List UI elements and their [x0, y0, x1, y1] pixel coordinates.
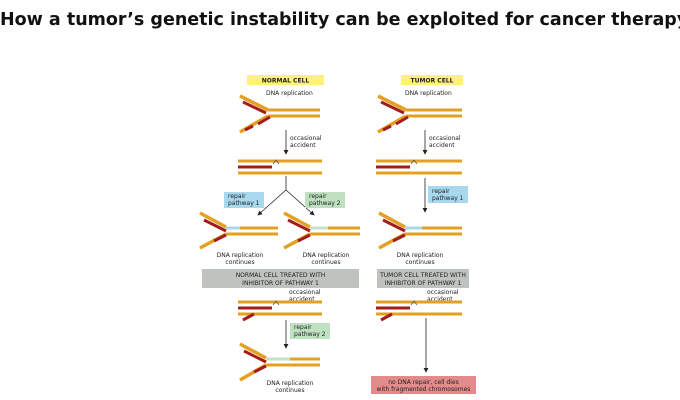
normal-treated-broken-fork — [238, 300, 322, 322]
tumor-pathway1-box — [428, 186, 468, 203]
normal-continues-left-line1: DNA replication — [217, 252, 264, 259]
tumor-repaired-fork — [378, 211, 462, 250]
normal-pathway1-line2: pathway 1 — [228, 200, 260, 207]
split-arrow-left — [257, 189, 287, 216]
normal-treated-header-line1: NORMAL CELL TREATED WITH — [236, 272, 326, 279]
tumor-treated-header-box — [377, 269, 469, 288]
normal-treated-pathway2-line1: repair — [294, 324, 312, 331]
normal-replication-fork-1 — [239, 94, 320, 134]
tumor-broken-fork — [376, 159, 462, 175]
normal-continues-right-line2: continues — [311, 259, 340, 266]
normal-continues-right-line1: DNA replication — [303, 252, 350, 259]
normal-pathway1-box — [224, 192, 264, 208]
normal-pathway2-line1: repair — [309, 193, 327, 200]
normal-replication-label: DNA replication — [266, 90, 313, 97]
tumor-treated-header-line2: INHIBITOR OF PATHWAY 1 — [385, 280, 462, 287]
page-title: How a tumor’s genetic instability can be… — [0, 10, 680, 30]
normal-treated-accident-line2: accident — [289, 296, 315, 303]
normal-pathway2-box — [305, 192, 345, 208]
normal-pathway1-line1: repair — [228, 193, 246, 200]
tumor-continues-line1: DNA replication — [397, 252, 444, 259]
normal-treated-continues-line1: DNA replication — [267, 380, 314, 387]
split-arrow-right — [285, 189, 315, 216]
normal-treated-header-box — [202, 269, 359, 288]
normal-cell-header: NORMAL CELL — [262, 78, 310, 85]
normal-repaired-fork-right — [283, 211, 360, 250]
normal-accident-line1: occasional — [290, 135, 322, 142]
tumor-treated-accident-line1: occasional — [427, 289, 459, 296]
tumor-treated-accident-line2: accident — [427, 296, 453, 303]
tumor-accident-line2: accident — [429, 142, 455, 149]
normal-treated-accident-line1: occasional — [289, 289, 321, 296]
tumor-pathway1-line2: pathway 1 — [432, 195, 464, 202]
normal-repaired-fork-left — [199, 211, 278, 250]
tumor-cell-header: TUMOR CELL — [411, 78, 454, 85]
normal-treated-header-line2: INHIBITOR OF PATHWAY 1 — [242, 280, 319, 287]
tumor-replication-fork-1 — [377, 94, 462, 134]
normal-treated-repaired-fork — [239, 342, 320, 382]
tumor-death-box — [371, 376, 476, 394]
normal-cell-header-box — [247, 75, 324, 85]
tumor-treated-broken-fork — [376, 300, 462, 322]
normal-treated-pathway2-box — [290, 323, 330, 339]
normal-broken-fork — [238, 159, 322, 175]
tumor-replication-label: DNA replication — [405, 90, 452, 97]
normal-pathway2-line2: pathway 2 — [309, 200, 341, 207]
normal-accident-line2: accident — [290, 142, 316, 149]
tumor-treated-header-line1: TUMOR CELL TREATED WITH — [379, 272, 466, 279]
tumor-cell-header-box — [401, 75, 463, 85]
normal-continues-left-line2: continues — [225, 259, 254, 266]
normal-treated-pathway2-line2: pathway 2 — [294, 331, 326, 338]
tumor-accident-line1: occasional — [429, 135, 461, 142]
tumor-pathway1-line1: repair — [432, 188, 450, 195]
tumor-death-line1: no DNA repair, cell dies — [388, 379, 459, 386]
tumor-death-line2: with fragmented chromosomes — [377, 386, 471, 393]
tumor-continues-line2: continues — [405, 259, 434, 266]
normal-treated-continues-line2: continues — [275, 387, 304, 394]
